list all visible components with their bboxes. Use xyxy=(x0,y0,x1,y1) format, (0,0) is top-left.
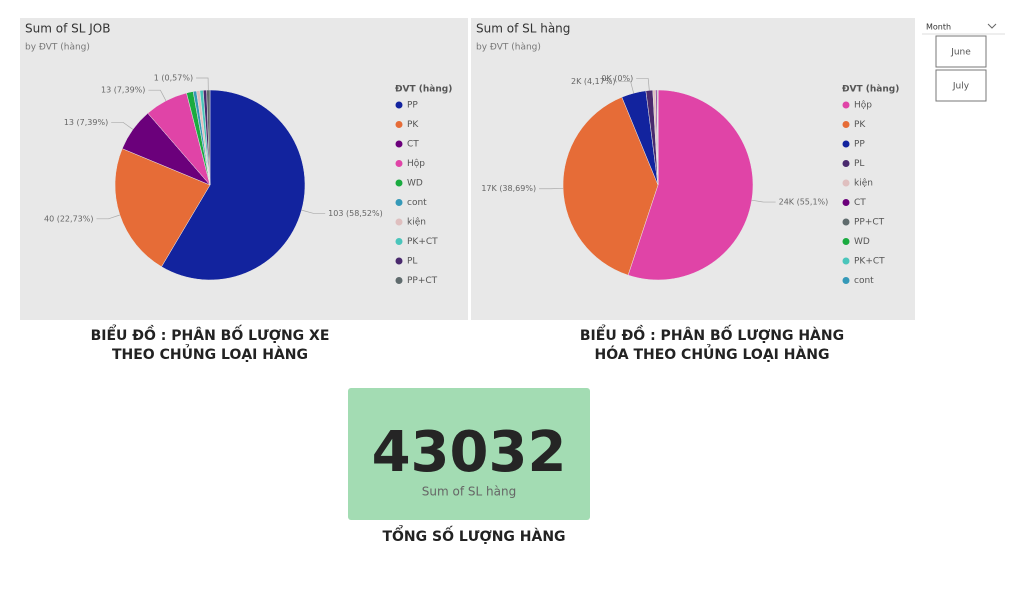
legend-label: cont xyxy=(854,276,874,286)
legend-label: PK xyxy=(854,120,866,130)
chart-subtitle: by ĐVT (hàng) xyxy=(476,43,541,53)
data-label: 17K (38,69%) xyxy=(481,184,536,193)
legend-label: PP xyxy=(407,101,418,111)
leader-line xyxy=(636,78,650,91)
caption: HÓA THEO CHỦNG LOẠI HÀNG xyxy=(595,344,830,363)
slicer-item[interactable] xyxy=(935,69,987,102)
slicer-item[interactable] xyxy=(935,35,987,68)
legend-marker xyxy=(842,140,850,148)
slice xyxy=(114,148,211,268)
legend-marker xyxy=(842,160,850,167)
legend-marker xyxy=(842,179,850,187)
caption: BIỂU ĐỒ : PHÂN BỐ LƯỢNG HÀNG xyxy=(580,324,844,344)
legend-label: CT xyxy=(854,198,866,208)
legend-label: PP+CT xyxy=(854,218,885,228)
chevron[interactable] xyxy=(987,23,997,29)
legend-marker xyxy=(842,238,850,245)
chart-subtitle: by ĐVT (hàng) xyxy=(25,43,90,53)
legend-label: CT xyxy=(407,140,419,150)
legend-label: PP+CT xyxy=(407,276,438,286)
legend-marker xyxy=(395,218,403,226)
data-label: 40 (22,73%) xyxy=(44,214,93,223)
legend-label: PL xyxy=(407,257,417,267)
data-label: 13 (7,39%) xyxy=(101,86,145,95)
chart-title: Sum of SL hàng xyxy=(476,22,570,36)
card-value: 43032 xyxy=(372,420,567,485)
legend-marker xyxy=(395,101,403,109)
leader-line xyxy=(618,81,634,94)
leader-line xyxy=(751,199,776,203)
slicer-title: Month xyxy=(926,23,951,32)
legend-marker xyxy=(842,199,850,206)
legend-marker xyxy=(842,218,850,226)
legend-label: WD xyxy=(854,237,870,247)
legend-label: kiện xyxy=(854,178,873,189)
card xyxy=(348,388,590,520)
legend-marker xyxy=(842,121,850,128)
legend-marker xyxy=(395,277,403,284)
data-label: 24K (55,1%) xyxy=(779,198,829,207)
leader-line xyxy=(148,89,167,101)
legend-marker xyxy=(395,238,403,245)
legend-marker xyxy=(842,277,850,284)
leader-line xyxy=(196,77,209,91)
legend-label: PK+CT xyxy=(854,257,885,267)
legend-label: PK xyxy=(407,120,419,130)
legend-title: ĐVT (hàng) xyxy=(842,85,899,95)
legend-marker xyxy=(395,179,403,187)
slice xyxy=(627,89,754,281)
caption: TỔNG SỐ LƯỢNG HÀNG xyxy=(382,525,565,545)
data-label: 13 (7,39%) xyxy=(64,118,108,127)
legend-marker xyxy=(395,257,403,265)
legend-label: PK+CT xyxy=(407,237,438,247)
legend-marker xyxy=(395,160,403,167)
slicer-item-label[interactable]: June xyxy=(950,48,971,58)
caption: BIỂU ĐỒ : PHÂN BỐ LƯỢNG XE xyxy=(91,324,330,344)
chart-title: Sum of SL JOB xyxy=(25,22,110,36)
leader-line xyxy=(301,209,326,214)
legend-marker xyxy=(395,199,403,206)
legend-label: kiện xyxy=(407,217,426,228)
data-label: 0K (0%) xyxy=(601,74,633,83)
legend-label: Hộp xyxy=(854,100,872,111)
card-label: Sum of SL hàng xyxy=(422,485,516,499)
legend-label: PL xyxy=(854,159,864,169)
legend-label: cont xyxy=(407,198,427,208)
data-label: 1 (0,57%) xyxy=(154,74,193,83)
leader-line xyxy=(111,122,134,130)
legend-marker xyxy=(842,257,850,265)
slicer-item-label[interactable]: July xyxy=(952,82,970,92)
data-label: 103 (58,52%) xyxy=(328,209,383,218)
legend-marker xyxy=(395,121,403,128)
caption: THEO CHỦNG LOẠI HÀNG xyxy=(112,344,308,363)
slice xyxy=(562,96,659,276)
legend-label: WD xyxy=(407,179,423,189)
legend-label: Hộp xyxy=(407,158,425,169)
legend-label: PP xyxy=(854,140,865,150)
legend-marker xyxy=(395,140,403,148)
legend-marker xyxy=(842,101,850,109)
legend-title: ĐVT (hàng) xyxy=(395,85,452,95)
data-label: 2K (4,17%) xyxy=(571,77,616,86)
leader-line xyxy=(96,214,120,220)
